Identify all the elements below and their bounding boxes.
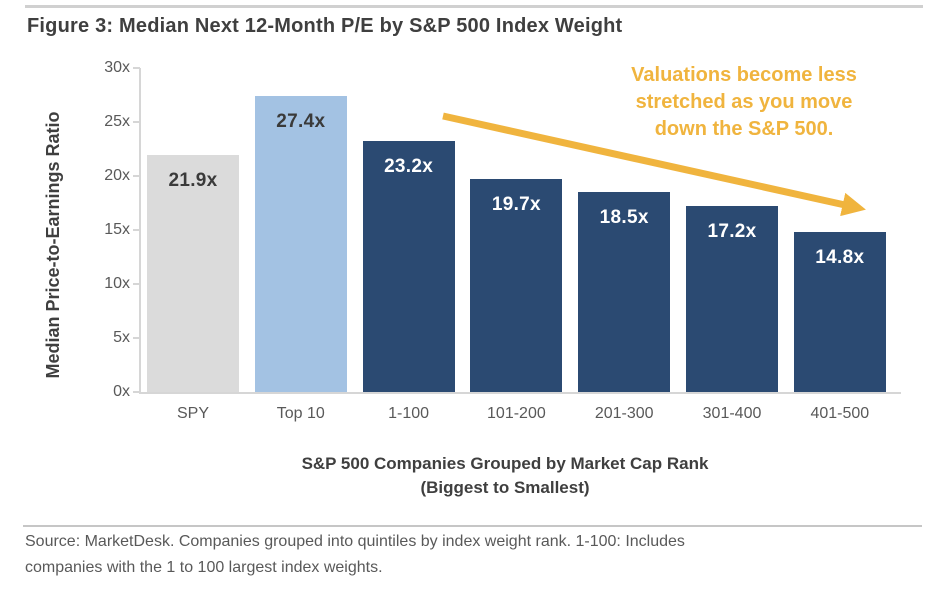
annotation-text: Valuations become less stretched as you … [570, 62, 918, 143]
x-axis-line [139, 392, 901, 394]
bar-401-500: 14.8x [793, 232, 886, 392]
bar-Top 10: 27.4x [254, 96, 347, 392]
annotation-line: Valuations become less [631, 64, 857, 86]
y-axis-line [139, 68, 141, 394]
y-tick-mark [133, 283, 140, 285]
source-note-line1: Source: MarketDesk. Companies grouped in… [25, 533, 685, 550]
x-axis-label: 101-200 [487, 405, 546, 422]
y-tick-mark [133, 67, 140, 69]
bar-value-label: 17.2x [707, 221, 757, 243]
y-tick-label: 30x [104, 59, 130, 76]
x-axis-title-line2: (Biggest to Smallest) [420, 478, 590, 497]
x-axis-label: 201-300 [594, 405, 654, 422]
y-tick-label: 10x [104, 275, 130, 292]
bar-value-label: 27.4x [276, 111, 326, 133]
x-axis-title: S&P 500 Companies Grouped by Market Cap … [140, 452, 870, 500]
bar-SPY: 21.9x [147, 155, 239, 392]
x-axis-label: SPY [176, 405, 209, 422]
bar-value-label: 23.2x [384, 156, 434, 178]
y-tick-mark [133, 391, 140, 393]
bar-301-400: 17.2x [686, 206, 778, 392]
x-axis-label: 1-100 [388, 405, 430, 422]
y-tick-label: 0x [113, 383, 130, 400]
y-tick-label: 20x [104, 167, 130, 184]
bar-value-label: 14.8x [815, 247, 865, 269]
y-tick-mark [133, 121, 140, 123]
bar-101-200: 19.7x [470, 179, 563, 392]
x-axis-label: 301-400 [702, 405, 762, 422]
y-tick-mark [133, 337, 140, 339]
x-axis-label: 401-500 [810, 405, 870, 422]
bar-value-label: 19.7x [491, 194, 541, 216]
y-tick-label: 5x [113, 329, 130, 346]
y-tick-mark [133, 229, 140, 231]
y-axis-title: Median Price-to-Earnings Ratio [43, 111, 63, 379]
bar-201-300: 18.5x [578, 192, 671, 392]
bar-value-label: 21.9x [168, 170, 218, 192]
top-divider [25, 5, 923, 8]
bar-1-100: 23.2x [362, 141, 455, 392]
annotation-line: down the S&P 500. [654, 118, 834, 140]
footer-divider [23, 525, 922, 527]
y-tick-mark [133, 175, 140, 177]
y-tick-label: 15x [104, 221, 130, 238]
x-axis-label: Top 10 [276, 405, 325, 422]
x-axis-title-line1: S&P 500 Companies Grouped by Market Cap … [301, 454, 709, 473]
figure-title: Figure 3: Median Next 12-Month P/E by S&… [27, 15, 623, 37]
y-tick-label: 25x [104, 113, 130, 130]
bar-value-label: 18.5x [599, 207, 649, 229]
source-note-line2: companies with the 1 to 100 largest inde… [25, 559, 383, 576]
annotation-line: stretched as you move [635, 91, 853, 113]
